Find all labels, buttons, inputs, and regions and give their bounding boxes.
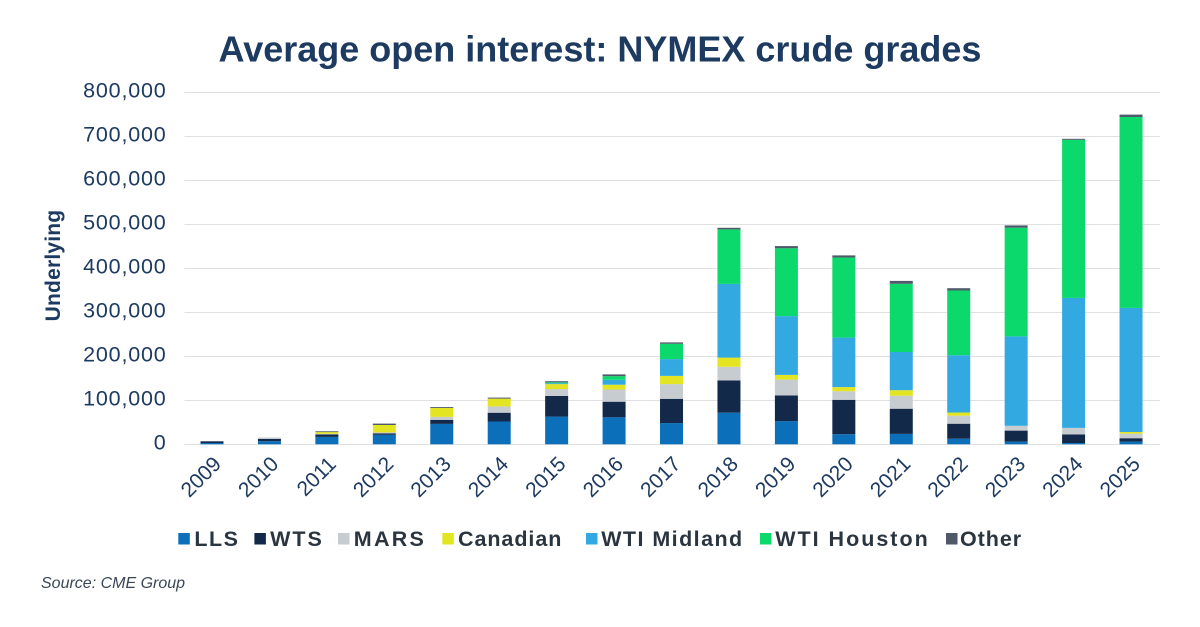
svg-text:2015: 2015 xyxy=(521,453,570,502)
svg-text:Average open interest: NYMEX c: Average open interest: NYMEX crude grade… xyxy=(219,29,982,70)
svg-text:2024: 2024 xyxy=(1038,452,1088,502)
svg-text:LLS: LLS xyxy=(194,527,239,551)
svg-text:MARS: MARS xyxy=(354,527,426,551)
svg-text:400,000: 400,000 xyxy=(83,255,166,279)
svg-text:2009: 2009 xyxy=(177,453,226,502)
svg-text:100,000: 100,000 xyxy=(83,387,166,411)
svg-text:2010: 2010 xyxy=(234,453,283,502)
svg-text:Other: Other xyxy=(960,527,1022,551)
svg-text:0: 0 xyxy=(154,431,167,455)
svg-text:WTI Houston: WTI Houston xyxy=(775,527,930,551)
svg-text:2013: 2013 xyxy=(406,453,455,502)
svg-text:2025: 2025 xyxy=(1096,453,1145,502)
svg-text:800,000: 800,000 xyxy=(83,79,166,103)
svg-text:2016: 2016 xyxy=(579,453,628,502)
svg-text:Underlying: Underlying xyxy=(42,210,65,322)
svg-text:WTS: WTS xyxy=(270,527,324,551)
svg-text:200,000: 200,000 xyxy=(83,343,166,367)
svg-text:600,000: 600,000 xyxy=(83,167,166,191)
svg-text:2023: 2023 xyxy=(981,453,1030,502)
svg-text:WTI Midland: WTI Midland xyxy=(601,527,743,551)
svg-text:2019: 2019 xyxy=(751,453,800,502)
svg-text:Source: CME Group: Source: CME Group xyxy=(41,575,185,592)
svg-text:2017: 2017 xyxy=(636,453,685,502)
svg-text:2011: 2011 xyxy=(293,453,341,501)
svg-text:2022: 2022 xyxy=(923,453,972,502)
svg-text:700,000: 700,000 xyxy=(83,123,166,147)
svg-text:2014: 2014 xyxy=(464,452,514,502)
svg-text:2018: 2018 xyxy=(694,453,743,502)
svg-text:Canadian: Canadian xyxy=(458,527,562,551)
svg-text:2021: 2021 xyxy=(866,453,915,502)
svg-text:500,000: 500,000 xyxy=(83,211,166,235)
svg-text:2012: 2012 xyxy=(349,453,398,502)
svg-text:300,000: 300,000 xyxy=(83,299,166,323)
svg-text:2020: 2020 xyxy=(808,453,857,502)
